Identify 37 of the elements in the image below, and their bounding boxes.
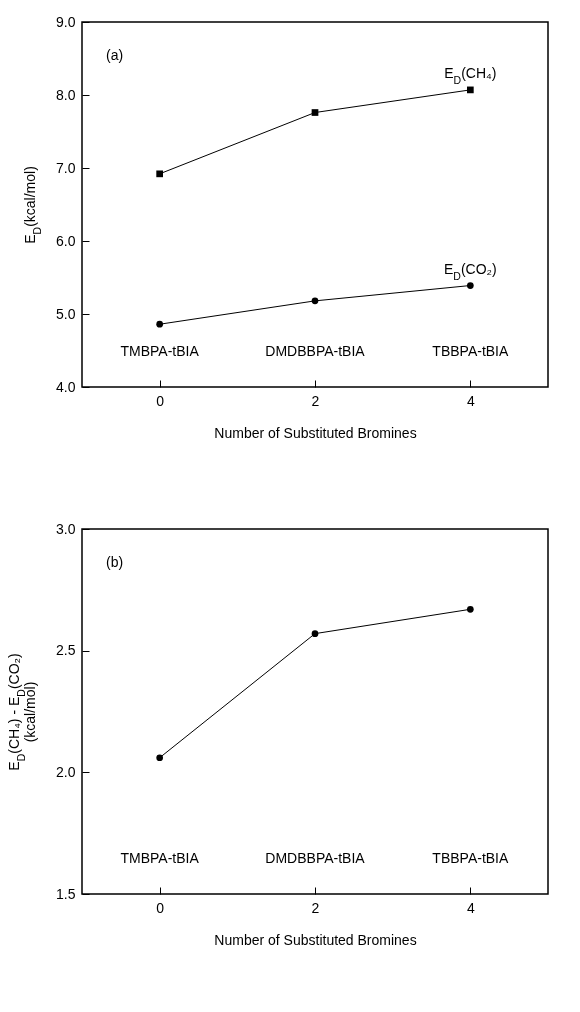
x-axis-title: Number of Substituted Bromines xyxy=(214,424,417,441)
y-tick-label: 7.0 xyxy=(56,159,76,176)
annotation: TBBPA-tBIA xyxy=(432,343,509,359)
series-label: E$_{D}$(CO₂) xyxy=(443,260,497,282)
point xyxy=(466,86,474,94)
x-tick-label: 0 xyxy=(156,899,165,916)
annotation: DMDBBPA-tBIA xyxy=(265,343,366,359)
series-label: E$_{D}$(CH₄) xyxy=(444,64,497,86)
x-axis-title: Number of Substituted Bromines xyxy=(214,931,417,948)
y-tick-label: 3.0 xyxy=(56,520,76,537)
point xyxy=(156,320,164,328)
x-tick-label: 2 xyxy=(311,392,320,409)
y-tick-label: 2.5 xyxy=(56,642,76,659)
point xyxy=(466,282,474,289)
y-tick-label: 5.0 xyxy=(56,305,76,322)
annotation: (a) xyxy=(106,47,124,63)
y-tick-label: 8.0 xyxy=(56,86,76,103)
x-tick-label: 4 xyxy=(466,392,475,409)
y-tick-label: 4.0 xyxy=(56,378,76,395)
y-tick-label: 9.0 xyxy=(56,13,76,30)
annotation: DMDBBPA-tBIA xyxy=(265,850,366,866)
x-tick-label: 2 xyxy=(311,899,320,916)
annotation: TMBPA-tBIA xyxy=(120,850,200,866)
point xyxy=(311,297,319,305)
point xyxy=(466,605,474,613)
annotation: TMBPA-tBIA xyxy=(120,343,200,359)
point xyxy=(311,630,319,637)
annotation: (b) xyxy=(106,554,124,570)
x-tick-label: 4 xyxy=(466,899,475,916)
point xyxy=(156,754,164,762)
y-tick-label: 2.0 xyxy=(56,763,76,780)
y-tick-label: 6.0 xyxy=(56,232,76,249)
annotation: TBBPA-tBIA xyxy=(432,850,509,866)
y-tick-label: 1.5 xyxy=(56,885,76,902)
point xyxy=(311,109,319,116)
x-tick-label: 0 xyxy=(156,392,165,409)
point xyxy=(156,170,164,178)
